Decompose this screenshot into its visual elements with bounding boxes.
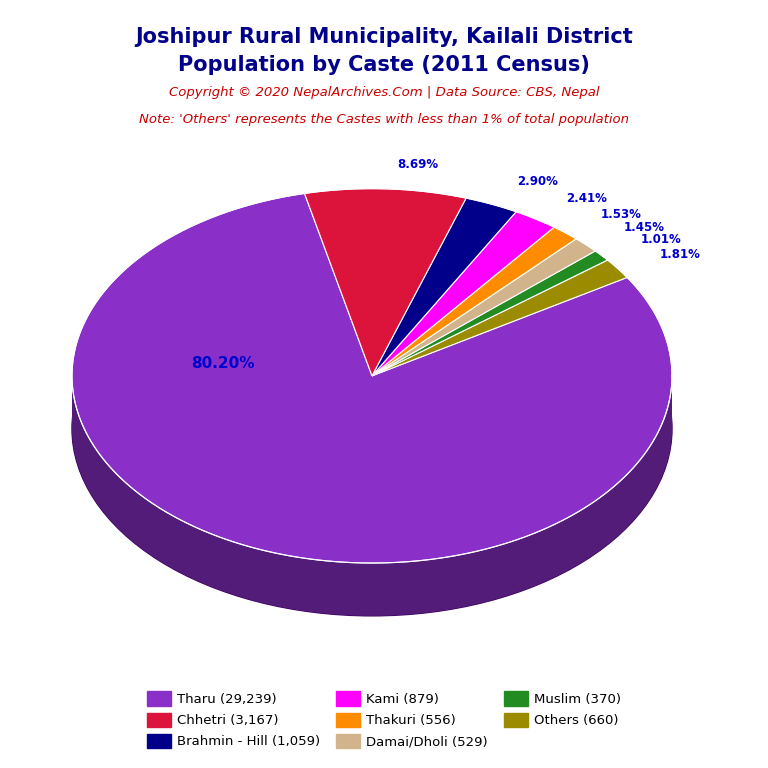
Ellipse shape — [72, 241, 672, 616]
Polygon shape — [372, 198, 516, 376]
Text: Joshipur Rural Municipality, Kailali District: Joshipur Rural Municipality, Kailali Dis… — [135, 27, 633, 47]
Polygon shape — [72, 376, 672, 616]
Legend: Tharu (29,239), Chhetri (3,167), Brahmin - Hill (1,059), Kami (879), Thakuri (55: Tharu (29,239), Chhetri (3,167), Brahmin… — [141, 686, 627, 753]
Text: 8.69%: 8.69% — [397, 158, 439, 171]
Text: 80.20%: 80.20% — [191, 356, 255, 372]
Text: 1.45%: 1.45% — [624, 221, 664, 234]
Polygon shape — [72, 194, 672, 563]
Text: Note: 'Others' represents the Castes with less than 1% of total population: Note: 'Others' represents the Castes wit… — [139, 113, 629, 126]
Polygon shape — [372, 260, 627, 376]
Text: 2.41%: 2.41% — [567, 192, 607, 205]
Text: 2.90%: 2.90% — [517, 175, 558, 188]
Polygon shape — [372, 212, 554, 376]
Polygon shape — [372, 239, 595, 376]
Text: Copyright © 2020 NepalArchives.Com | Data Source: CBS, Nepal: Copyright © 2020 NepalArchives.Com | Dat… — [169, 86, 599, 99]
Text: 1.01%: 1.01% — [641, 233, 682, 247]
Polygon shape — [372, 227, 576, 376]
Polygon shape — [305, 189, 466, 376]
Text: Population by Caste (2011 Census): Population by Caste (2011 Census) — [178, 55, 590, 75]
Text: 1.81%: 1.81% — [660, 248, 700, 261]
Text: 1.53%: 1.53% — [601, 207, 641, 220]
Polygon shape — [372, 251, 607, 376]
